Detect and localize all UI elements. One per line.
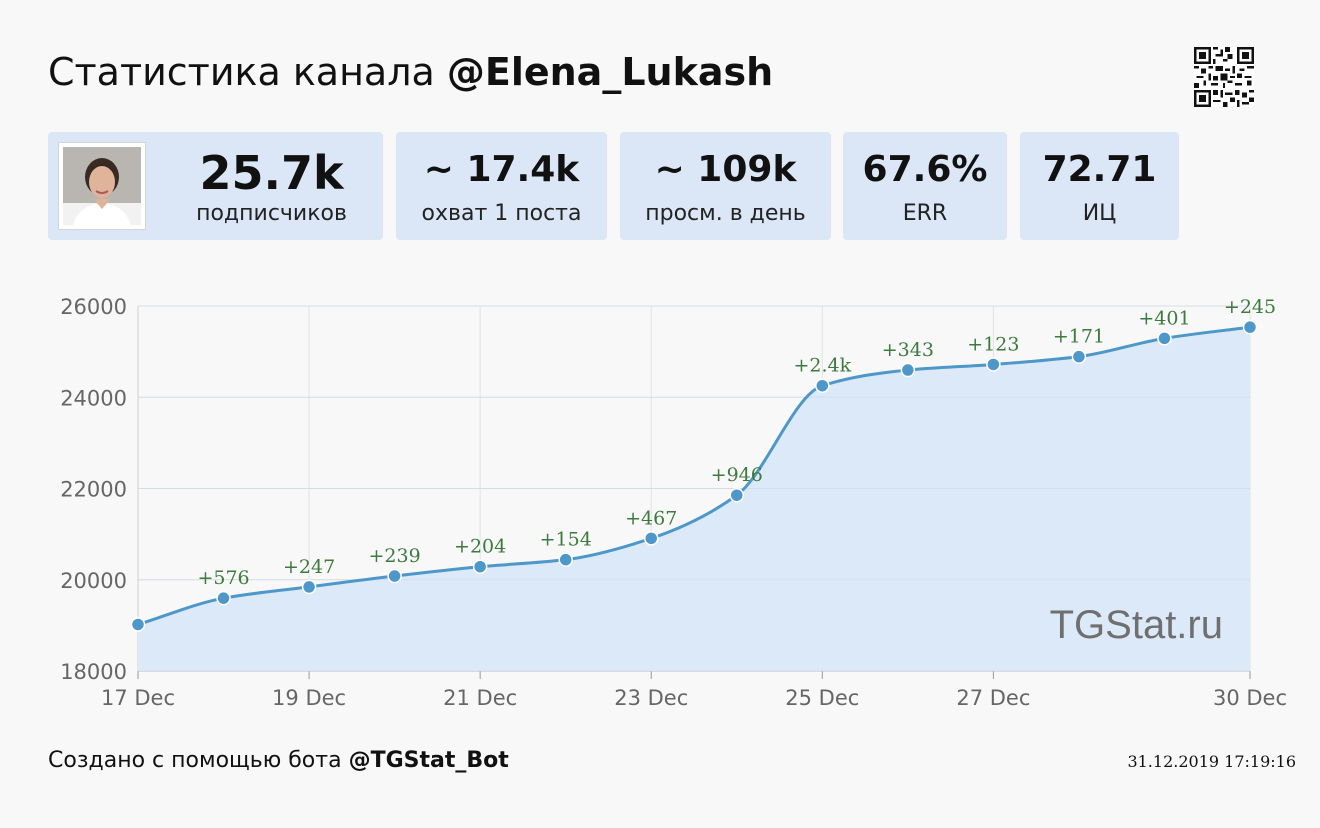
footer-bot-link[interactable]: @TGStat_Bot: [348, 748, 509, 773]
ic-value: 72.71: [1042, 149, 1157, 190]
page-title: Статистика канала @Elena_Lukash: [48, 50, 773, 94]
stat-card-views: ~ 109k просм. в день: [620, 132, 831, 240]
data-point: [558, 552, 573, 567]
data-point: [472, 559, 488, 574]
ic-label: ИЦ: [1082, 201, 1117, 226]
views-label: просм. в день: [645, 201, 806, 226]
x-tick-label: 30 Dec: [1213, 686, 1287, 710]
data-label: +576: [197, 567, 249, 589]
channel-handle: @Elena_Lukash: [446, 50, 774, 94]
reach-value: ~ 17.4k: [423, 149, 580, 190]
data-label: +171: [1053, 326, 1105, 348]
data-label: +2.4k: [793, 355, 851, 377]
data-label: +123: [967, 333, 1019, 355]
avatar: [58, 142, 146, 230]
avatar-photo-icon: [63, 147, 141, 225]
data-label: +401: [1138, 307, 1190, 329]
title-prefix: Статистика канала: [48, 50, 435, 94]
data-label: +204: [454, 536, 506, 558]
footer-timestamp: 31.12.2019 17:19:16: [1127, 752, 1296, 771]
data-point: [729, 487, 745, 503]
watermark: TGStat.ru: [1050, 603, 1223, 647]
y-tick-label: 24000: [60, 386, 127, 410]
x-tick-label: 25 Dec: [785, 686, 859, 710]
data-point: [986, 357, 1001, 372]
footer-credit: Создано с помощью бота @TGStat_Bot: [48, 748, 509, 773]
footer-created-text: Создано с помощью бота: [48, 748, 342, 773]
x-tick-label: 19 Dec: [272, 686, 346, 710]
reach-label: охват 1 поста: [421, 201, 582, 226]
data-point: [1157, 331, 1172, 346]
x-tick-label: 23 Dec: [614, 686, 688, 710]
data-label: +247: [283, 556, 335, 578]
x-tick-label: 21 Dec: [443, 686, 517, 710]
data-label: +245: [1224, 296, 1276, 318]
data-label: +154: [540, 529, 592, 551]
data-label: +239: [369, 545, 421, 567]
x-tick-label: 17 Dec: [101, 686, 175, 710]
data-point: [815, 378, 830, 393]
data-point: [900, 362, 916, 378]
data-label: +946: [711, 464, 763, 486]
y-tick-label: 22000: [60, 478, 127, 502]
series-area: [138, 327, 1250, 671]
views-value: ~ 109k: [654, 149, 797, 190]
qr-code-icon: [1194, 47, 1254, 107]
data-point: [301, 579, 317, 595]
stat-card-ic: 72.71 ИЦ: [1020, 132, 1179, 240]
err-label: ERR: [902, 201, 948, 226]
data-point: [1242, 319, 1258, 335]
stat-card-err: 67.6% ERR: [843, 132, 1007, 240]
data-label: +467: [625, 507, 677, 529]
err-value: 67.6%: [862, 149, 988, 190]
data-label: +343: [882, 339, 934, 361]
data-point: [1071, 349, 1087, 364]
subscribers-value: 25.7k: [199, 146, 344, 200]
x-tick-label: 27 Dec: [956, 686, 1030, 710]
y-tick-label: 18000: [60, 660, 127, 684]
stat-card-reach: ~ 17.4k охват 1 поста: [396, 132, 607, 240]
series-line: [137, 325, 1251, 626]
data-point: [643, 531, 659, 546]
subscribers-label: подписчиков: [196, 201, 347, 226]
data-point: [216, 590, 231, 606]
y-tick-label: 26000: [60, 295, 127, 319]
data-point: [387, 568, 402, 584]
data-point: [130, 617, 146, 632]
y-tick-label: 20000: [60, 569, 127, 593]
